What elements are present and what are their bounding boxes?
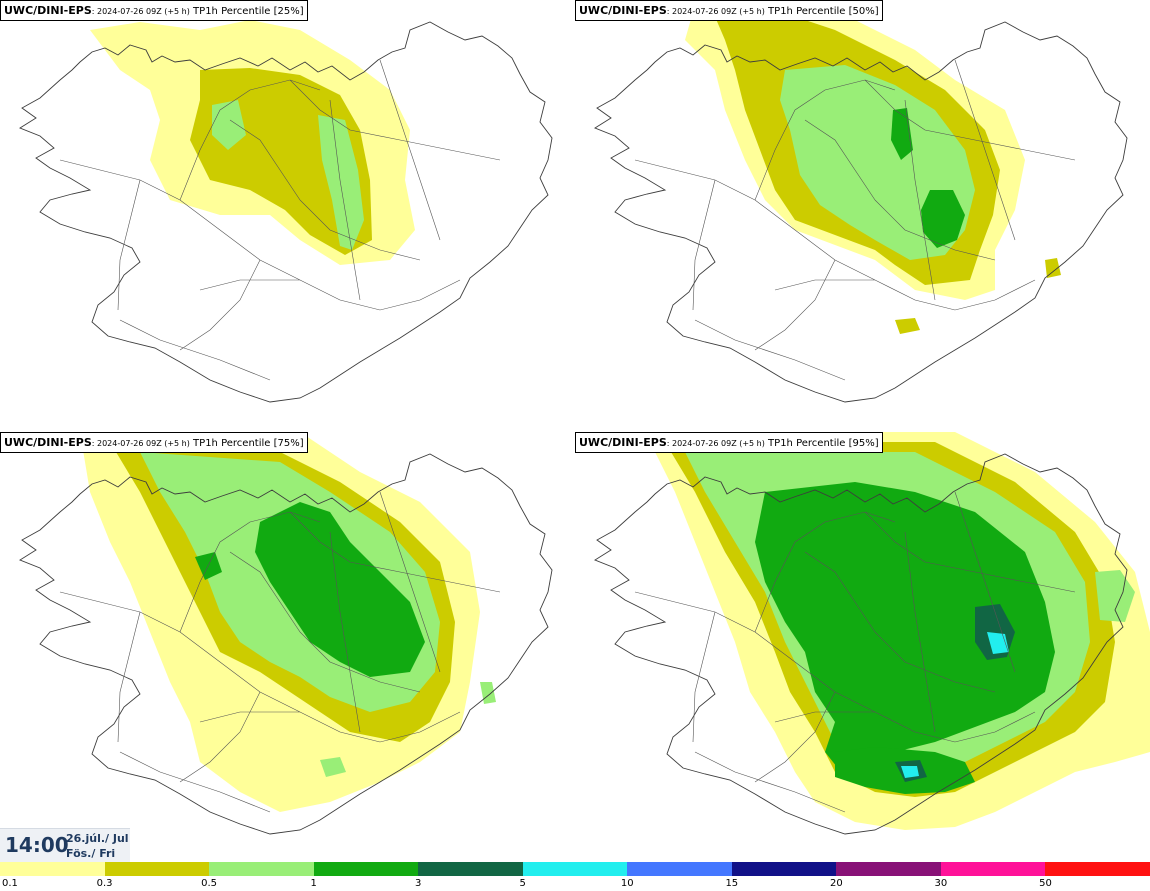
- model-source: UWC/DINI-EPS: [579, 436, 667, 449]
- run-time: : 2024-07-26 09Z (+5 h): [666, 439, 765, 448]
- legend-tick-label: 30: [934, 878, 948, 889]
- valid-time: 14:00: [5, 833, 69, 857]
- panel-title: TP1h Percentile [75%]: [189, 438, 304, 449]
- model-source: UWC/DINI-EPS: [4, 436, 92, 449]
- legend-ticks: 0.1 0.3 0.5 1 3 5 10 15 20 30 50: [0, 876, 1150, 891]
- legend-swatch: [0, 862, 105, 876]
- panel-header: UWC/DINI-EPS: 2024-07-26 09Z (+5 h) TP1h…: [0, 0, 308, 21]
- legend-tick-label: 0.1: [2, 878, 18, 889]
- legend-tick-label: 5: [519, 878, 526, 889]
- legend-tick-label: 0.5: [201, 878, 218, 889]
- panel-header: UWC/DINI-EPS: 2024-07-26 09Z (+5 h) TP1h…: [0, 432, 308, 453]
- valid-weekday: Fös./ Fri: [66, 847, 116, 860]
- run-time: : 2024-07-26 09Z (+5 h): [666, 7, 765, 16]
- map-panel-p75: UWC/DINI-EPS: 2024-07-26 09Z (+5 h) TP1h…: [0, 432, 575, 862]
- legend-tick-label: 0.3: [96, 878, 113, 889]
- precip-map: [0, 0, 575, 430]
- precip-map: [0, 432, 575, 862]
- panel-title: TP1h Percentile [25%]: [189, 6, 304, 17]
- panel-title: TP1h Percentile [50%]: [764, 6, 879, 17]
- legend-color-bar: [0, 862, 1150, 876]
- legend-swatch: [940, 862, 1046, 876]
- legend-swatch: [418, 862, 523, 876]
- valid-time-box: 14:00 26.júl./ Jul Fös./ Fri: [0, 828, 130, 863]
- legend-swatch: [1045, 862, 1150, 876]
- color-legend: 0.1 0.3 0.5 1 3 5 10 15 20 30 50: [0, 862, 1150, 891]
- legend-swatch: [313, 862, 419, 876]
- legend-swatch: [104, 862, 210, 876]
- map-panel-p95: UWC/DINI-EPS: 2024-07-26 09Z (+5 h) TP1h…: [575, 432, 1150, 862]
- legend-swatch: [522, 862, 628, 876]
- valid-date: 26.júl./ Jul: [66, 832, 129, 845]
- run-time: : 2024-07-26 09Z (+5 h): [91, 439, 190, 448]
- run-time: : 2024-07-26 09Z (+5 h): [91, 7, 190, 16]
- panel-header: UWC/DINI-EPS: 2024-07-26 09Z (+5 h) TP1h…: [575, 432, 883, 453]
- legend-tick-label: 1: [310, 878, 317, 889]
- precip-map: [575, 0, 1150, 430]
- panel-title: TP1h Percentile [95%]: [764, 438, 879, 449]
- legend-swatch: [731, 862, 837, 876]
- legend-tick-label: 10: [620, 878, 634, 889]
- precip-map: [575, 432, 1150, 862]
- legend-swatch: [627, 862, 732, 876]
- map-panel-p25: UWC/DINI-EPS: 2024-07-26 09Z (+5 h) TP1h…: [0, 0, 575, 430]
- model-source: UWC/DINI-EPS: [579, 4, 667, 17]
- legend-tick-label: 20: [829, 878, 843, 889]
- model-source: UWC/DINI-EPS: [4, 4, 92, 17]
- map-panel-p50: UWC/DINI-EPS: 2024-07-26 09Z (+5 h) TP1h…: [575, 0, 1150, 430]
- legend-tick-label: 3: [414, 878, 422, 889]
- legend-swatch: [836, 862, 941, 876]
- legend-swatch: [209, 862, 314, 876]
- legend-tick-label: 15: [725, 878, 739, 889]
- panel-header: UWC/DINI-EPS: 2024-07-26 09Z (+5 h) TP1h…: [575, 0, 883, 21]
- legend-tick-label: 50: [1039, 878, 1052, 889]
